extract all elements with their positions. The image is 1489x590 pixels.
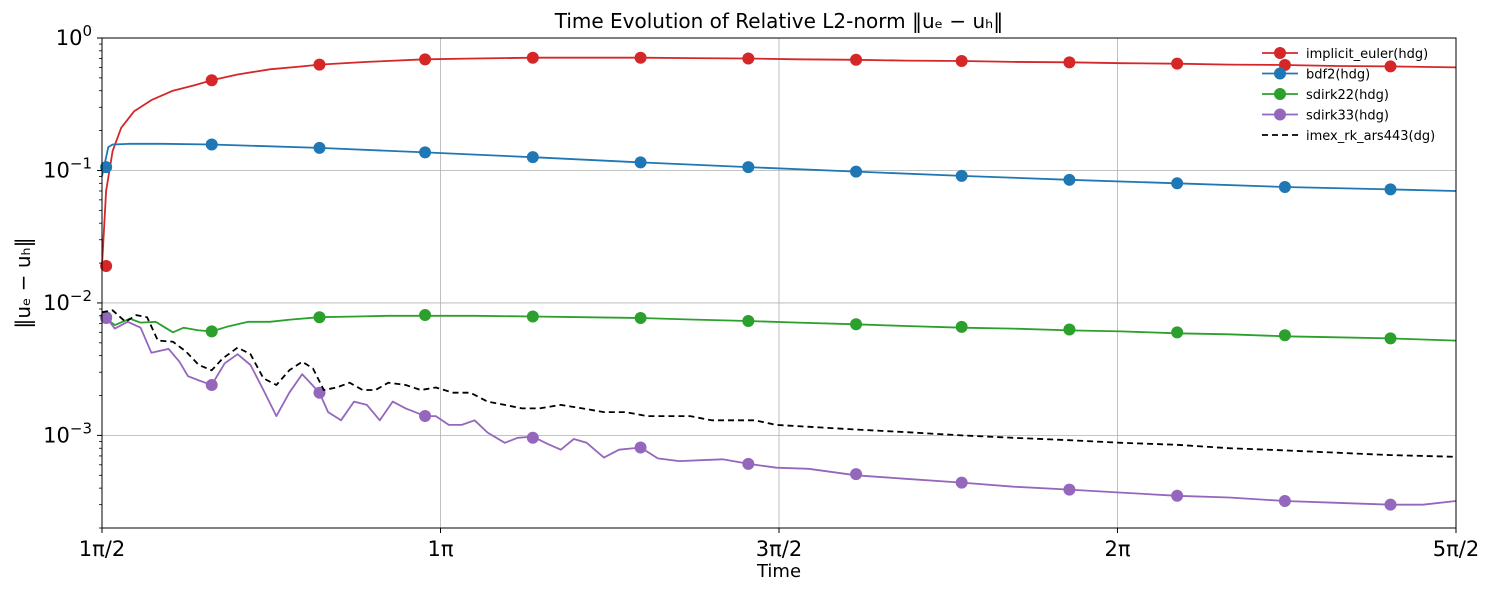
data-point bbox=[419, 53, 432, 66]
data-point bbox=[526, 151, 539, 164]
x-tick-label: 3π/2 bbox=[756, 537, 802, 561]
data-point bbox=[419, 146, 432, 159]
legend-marker bbox=[1274, 108, 1286, 121]
data-point bbox=[742, 457, 755, 470]
data-point bbox=[1384, 60, 1397, 73]
y-axis-label: ‖uₑ − uₕ‖ bbox=[11, 237, 35, 328]
data-point bbox=[1384, 498, 1397, 511]
legend: implicit_euler(hdg) bdf2(hdg) sdirk22(hdg)… bbox=[1262, 47, 1435, 144]
legend-label: sdirk22(hdg) bbox=[1306, 88, 1389, 103]
data-point bbox=[1063, 483, 1076, 496]
data-point bbox=[742, 315, 755, 328]
data-point bbox=[100, 260, 113, 273]
series-line bbox=[101, 309, 1457, 458]
legend-label: imex_rk_ars443(dg) bbox=[1306, 129, 1435, 144]
x-tick-label: 1π/2 bbox=[79, 537, 125, 561]
data-point bbox=[1384, 332, 1397, 345]
data-point bbox=[955, 169, 968, 182]
y-tick-label: 10−3 bbox=[43, 419, 92, 447]
x-tick-label: 2π bbox=[1104, 537, 1130, 561]
legend-label: sdirk33(hdg) bbox=[1306, 109, 1389, 124]
data-point bbox=[634, 441, 647, 454]
data-point bbox=[313, 58, 326, 71]
data-point bbox=[100, 311, 113, 324]
data-point bbox=[742, 52, 755, 65]
data-point bbox=[313, 386, 326, 399]
data-point bbox=[1063, 56, 1076, 69]
data-point bbox=[1278, 494, 1291, 507]
data-point bbox=[526, 51, 539, 64]
chart-title: Time Evolution of Relative L2-norm ‖uₑ −… bbox=[554, 9, 1004, 33]
data-point bbox=[742, 161, 755, 174]
data-point bbox=[955, 55, 968, 68]
data-point bbox=[100, 161, 113, 174]
data-point bbox=[1063, 323, 1076, 336]
x-axis-label: Time bbox=[756, 561, 801, 582]
data-point bbox=[205, 325, 218, 338]
y-tick-label: 10−1 bbox=[43, 154, 92, 182]
data-point bbox=[955, 320, 968, 333]
legend-marker bbox=[1274, 67, 1286, 80]
data-point bbox=[634, 156, 647, 169]
data-point bbox=[205, 74, 218, 87]
x-tick-label: 1π bbox=[427, 537, 453, 561]
legend-label: bdf2(hdg) bbox=[1306, 68, 1370, 83]
data-point bbox=[1278, 329, 1291, 342]
data-point bbox=[850, 53, 863, 66]
series-line bbox=[101, 56, 1457, 267]
data-point bbox=[526, 431, 539, 444]
series-layer bbox=[100, 51, 1457, 511]
data-point bbox=[850, 318, 863, 331]
data-point bbox=[419, 309, 432, 322]
legend-marker bbox=[1274, 47, 1286, 59]
data-point bbox=[634, 51, 647, 64]
y-tick-label: 10−2 bbox=[43, 287, 92, 315]
data-point bbox=[205, 138, 218, 151]
data-point bbox=[850, 468, 863, 481]
data-point bbox=[205, 379, 218, 392]
data-point bbox=[1171, 326, 1184, 339]
legend-label: implicit_euler(hdg) bbox=[1306, 47, 1428, 62]
data-point bbox=[955, 476, 968, 489]
data-point bbox=[1063, 173, 1076, 186]
data-point bbox=[850, 165, 863, 178]
data-point bbox=[313, 311, 326, 324]
data-point bbox=[1171, 489, 1184, 502]
series-line bbox=[101, 314, 1457, 342]
data-point bbox=[1278, 181, 1291, 194]
data-point bbox=[634, 311, 647, 324]
y-tick-label: 100 bbox=[56, 22, 92, 50]
x-tick-label: 5π/2 bbox=[1433, 537, 1479, 561]
data-point bbox=[313, 141, 326, 154]
data-point bbox=[1384, 183, 1397, 196]
legend-marker bbox=[1274, 88, 1286, 100]
data-point bbox=[419, 410, 432, 423]
data-point bbox=[1171, 57, 1184, 70]
axis-ticks: 1π/2 1π 3π/2 2π 5π/2 100 10−1 10−2 10−3 bbox=[43, 22, 1479, 561]
data-point bbox=[526, 310, 539, 323]
data-point bbox=[1171, 177, 1184, 190]
